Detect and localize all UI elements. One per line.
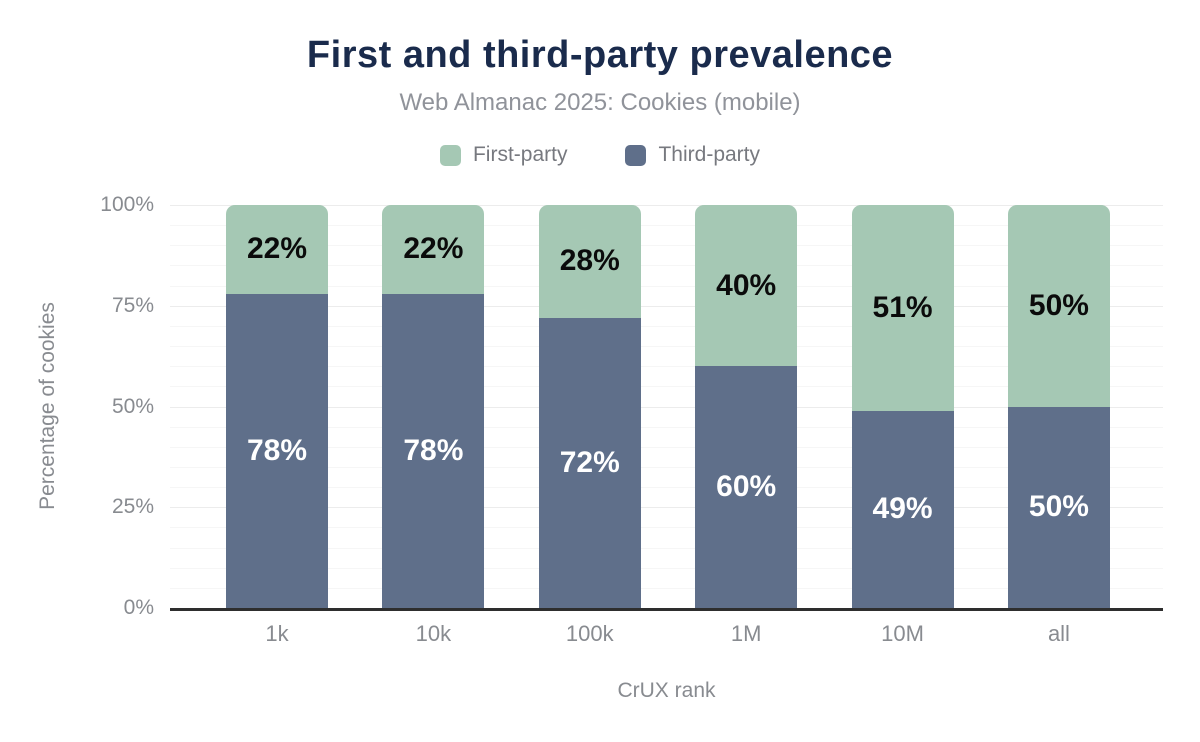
bar-segment-1k-first-party[interactable]: 22%	[226, 205, 328, 294]
bar-segment-1m-third-party[interactable]: 60%	[695, 366, 798, 608]
bar-value-label: 22%	[403, 232, 464, 266]
bar-segment-1m-first-party[interactable]: 40%	[695, 205, 798, 367]
gridline-80	[170, 285, 1163, 287]
bar-value-label: 49%	[872, 492, 933, 526]
x-tick-10m: 10M	[881, 621, 924, 646]
bar-all: 50% 50%	[1007, 205, 1110, 608]
bar-100k: 28% 72%	[538, 205, 641, 608]
gridline-65	[170, 346, 1163, 348]
bar-segment-10m-third-party[interactable]: 49%	[851, 410, 954, 608]
bar-value-label: 50%	[1028, 490, 1089, 524]
bar-value-label: 22%	[246, 232, 308, 266]
y-tick-label: 50%	[111, 394, 154, 418]
gridline-5	[170, 587, 1163, 589]
bars-container: 22% 78% 22% 78% 28% 72% 40% 60% 51% 49% 50% 50%	[170, 205, 1163, 608]
bar-value-label: 51%	[872, 290, 933, 324]
y-tick-label: 75%	[111, 293, 154, 317]
gridline-50	[170, 406, 1163, 408]
bar-segment-100k-third-party[interactable]: 72%	[538, 317, 641, 608]
bar-value-label: 28%	[559, 244, 620, 278]
gridline-40	[170, 446, 1163, 448]
legend-item-first-party[interactable]: First-party	[439, 143, 568, 167]
y-tick-50: 50%	[0, 394, 162, 418]
bar-value-label: 50%	[1028, 288, 1089, 322]
chart-title: First and third-party prevalence	[306, 34, 894, 76]
legend-label: First-party	[472, 143, 568, 166]
x-axis-ticks: 1k 10k 100k 1M 10M all	[170, 621, 1163, 647]
bar-10m: 51% 49%	[851, 205, 954, 608]
bar-value-label: 78%	[403, 433, 464, 467]
bar-segment-10k-first-party[interactable]: 22%	[382, 205, 485, 294]
gridline-90	[170, 245, 1163, 247]
gridline-20	[170, 527, 1163, 529]
bar-value-label: 40%	[716, 268, 777, 302]
bar-segment-10k-third-party[interactable]: 78%	[382, 293, 485, 608]
x-tick-10k: 10k	[415, 621, 452, 646]
x-tick-1m: 1M	[730, 621, 762, 646]
x-axis-title: CrUX rank	[617, 679, 716, 702]
gridline-95	[170, 225, 1163, 227]
bar-1m: 40% 60%	[695, 205, 798, 608]
legend: First-party Third-party	[0, 143, 1200, 167]
gridline-60	[170, 366, 1163, 368]
bar-value-label: 78%	[246, 433, 308, 467]
bar-segment-all-first-party[interactable]: 50%	[1007, 205, 1110, 407]
bar-segment-1k-third-party[interactable]: 78%	[226, 293, 328, 608]
legend-swatch-first-party	[439, 144, 461, 166]
y-tick-100: 100%	[0, 194, 162, 216]
gridline-100	[170, 205, 1163, 206]
y-tick-label: 0%	[123, 596, 154, 619]
bar-segment-all-third-party[interactable]: 50%	[1007, 406, 1110, 608]
y-tick-25: 25%	[0, 496, 162, 518]
x-tick-all: all	[1047, 621, 1070, 646]
bar-10k: 22% 78%	[382, 205, 485, 608]
legend-item-third-party[interactable]: Third-party	[625, 143, 760, 167]
legend-swatch-third-party	[625, 144, 647, 166]
y-tick-label: 100%	[100, 193, 154, 216]
bar-segment-10m-first-party[interactable]: 51%	[851, 205, 954, 411]
gridline-25	[170, 507, 1163, 509]
gridline-85	[170, 265, 1163, 267]
gridline-10	[170, 567, 1163, 569]
bar-value-label: 60%	[716, 470, 777, 504]
bar-1k: 22% 78%	[226, 205, 328, 608]
y-tick-75: 75%	[0, 293, 162, 317]
gridline-15	[170, 547, 1163, 549]
legend-label: Third-party	[658, 143, 761, 166]
y-axis-ticks: 0% 25% 50% 75% 100%	[0, 194, 162, 619]
gridline-70	[170, 325, 1163, 327]
y-tick-label: 25%	[111, 495, 154, 519]
gridline-55	[170, 386, 1163, 388]
x-tick-100k: 100k	[565, 621, 614, 646]
bar-value-label: 72%	[559, 445, 620, 479]
x-tick-1k: 1k	[265, 621, 289, 646]
gridline-35	[170, 466, 1163, 468]
gridline-75	[170, 305, 1163, 307]
gridline-45	[170, 426, 1163, 428]
plot-area: 22% 78% 22% 78% 28% 72% 40% 60% 51% 49% 50% 50%	[170, 205, 1163, 611]
y-tick-0: 0%	[0, 597, 162, 619]
bar-segment-100k-first-party[interactable]: 28%	[538, 205, 641, 318]
chart-subtitle: Web Almanac 2025: Cookies (mobile)	[399, 89, 801, 116]
gridline-30	[170, 487, 1163, 489]
